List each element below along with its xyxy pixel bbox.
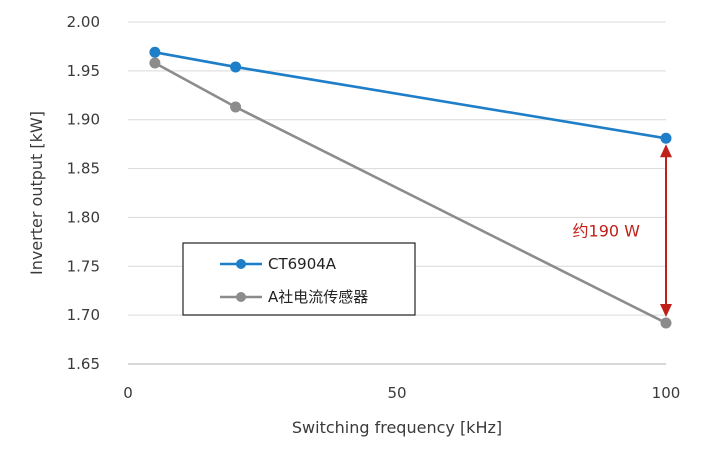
legend-item-sensor-a: A社电流传感器 [220,288,368,306]
series-lines [149,46,672,329]
x-tick-label: 100 [652,384,681,402]
difference-arrowhead-top [660,144,672,158]
data-point [660,317,672,329]
legend-marker-sensor-a [236,292,246,302]
y-tick-label: 2.00 [67,13,100,31]
x-tick-label: 50 [387,384,406,402]
x-tick-label: 0 [123,384,133,402]
difference-arrowhead-bottom [660,303,672,317]
x-axis-title: Switching frequency [kHz] [292,418,502,437]
data-point [149,46,161,58]
legend-label-ct6904a: CT6904A [268,255,337,273]
y-tick-label: 1.95 [67,62,100,80]
legend: CT6904A A社电流传感器 [182,242,416,316]
legend-marker-ct6904a [236,259,246,269]
y-axis-title: Inverter output [kW] [27,111,46,275]
data-point [660,132,672,144]
legend-box [182,242,416,316]
data-point [230,61,242,73]
difference-label: 约190 W [573,222,641,241]
y-tick-label: 1.75 [67,257,100,275]
data-point [230,101,242,113]
difference-annotation: 约190 W [573,144,672,317]
legend-label-sensor-a: A社电流传感器 [268,288,368,306]
y-tick-label: 1.90 [67,111,100,129]
data-point [149,57,161,69]
axes: 1.65 1.70 1.75 1.80 1.85 1.90 1.95 2.00 0 50 100 [67,13,681,402]
y-tick-label: 1.85 [67,160,100,178]
y-tick-label: 1.70 [67,306,100,324]
y-tick-label: 1.65 [67,355,100,373]
legend-item-ct6904a: CT6904A [220,255,337,273]
y-tick-label: 1.80 [67,208,100,226]
